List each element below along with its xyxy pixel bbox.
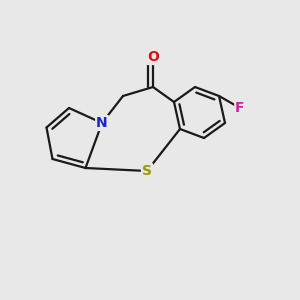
- Text: F: F: [235, 101, 245, 115]
- Text: O: O: [147, 50, 159, 64]
- Text: S: S: [142, 164, 152, 178]
- Text: N: N: [96, 116, 108, 130]
